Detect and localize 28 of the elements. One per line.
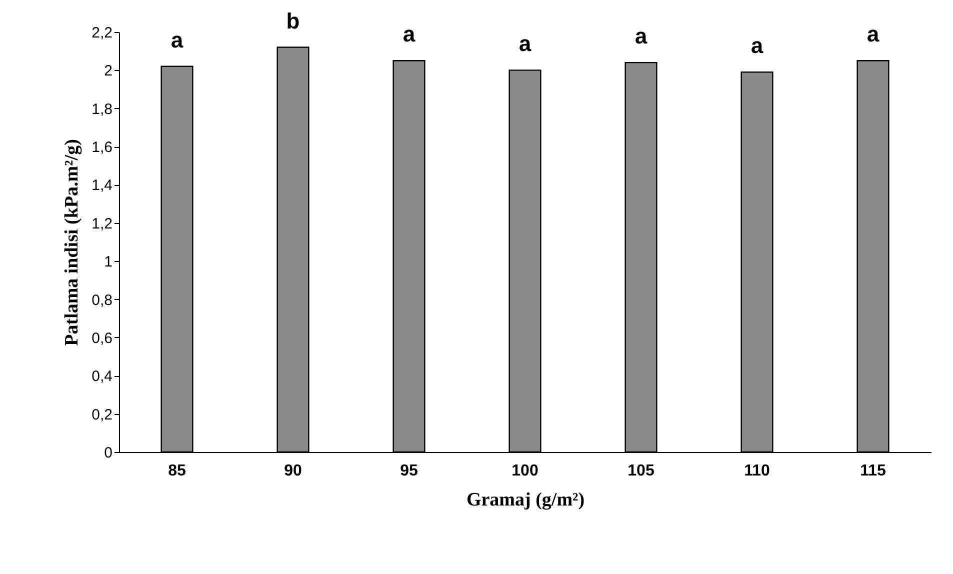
y-tick-label: 0,8 [92, 292, 112, 309]
y-tick-label: 0,4 [92, 368, 112, 386]
x-tick-label: 110 [744, 462, 770, 480]
x-tick-label: 105 [628, 462, 654, 480]
annotation: a [634, 24, 648, 49]
y-tick-label: 1 [104, 254, 112, 271]
y-tick-label: 1,8 [92, 100, 112, 118]
y-tick-label: 0,6 [92, 330, 112, 347]
x-tick-label: 90 [284, 462, 302, 480]
y-tick-label: 1,4 [92, 177, 112, 194]
annotation: b [286, 8, 300, 34]
y-tick-label: 1,2 [92, 215, 112, 232]
y-tick-label: 1,6 [92, 139, 112, 156]
x-tick-label: 115 [860, 462, 886, 480]
x-tick-label: 85 [168, 462, 186, 480]
annotation: a [750, 33, 764, 58]
y-axis-title: Patlama indisi (kPa.m²/g) [62, 139, 83, 346]
y-tick-label: 2,2 [92, 24, 112, 42]
annotation: a [518, 31, 532, 56]
x-tick-label: 95 [400, 462, 418, 480]
annotation: a [402, 22, 416, 47]
annotation: a [866, 22, 880, 47]
annotation: a [170, 27, 184, 52]
x-axis-title: Gramaj (g/m²) [466, 490, 585, 510]
x-tick-label: 100 [512, 462, 538, 480]
y-tick-label: 0,2 [92, 406, 112, 424]
y-tick-label: 2 [104, 62, 112, 80]
y-tick-label: 0 [104, 444, 112, 462]
